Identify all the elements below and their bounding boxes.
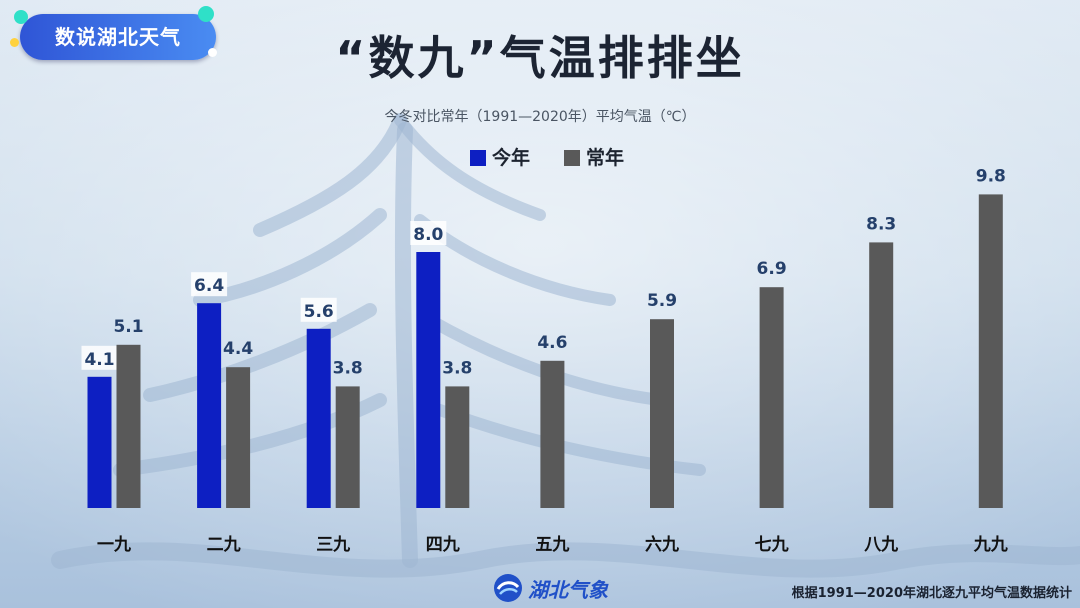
bar-normal-7 [759, 287, 784, 508]
data-label-this-year-2: 6.4 [194, 276, 224, 296]
x-tick-label-8: 八九 [864, 535, 898, 555]
bar-normal-4 [445, 386, 470, 508]
bar-normal-2 [226, 367, 251, 508]
decor-dot-icon [10, 38, 19, 47]
data-label-normal-5: 4.6 [537, 333, 567, 353]
data-label-normal-8: 8.3 [866, 214, 896, 234]
data-label-this-year-1: 4.1 [84, 350, 114, 370]
brand-badge: 数说湖北天气 [10, 6, 217, 60]
data-label-normal-3: 3.8 [333, 358, 363, 378]
data-label-box-this-year-1 [81, 345, 118, 370]
legend-swatch-normal [564, 150, 580, 166]
brand-badge-text: 数说湖北天气 [55, 25, 181, 49]
bar-normal-8 [869, 242, 894, 508]
bar-normal-1 [116, 344, 141, 508]
decor-dot-icon [198, 6, 214, 22]
bar-this-year-4 [416, 252, 441, 508]
data-label-box-this-year-4 [410, 221, 447, 245]
data-label-normal-1: 5.1 [113, 317, 143, 337]
data-label-normal-9: 9.8 [976, 166, 1006, 186]
bar-normal-9 [978, 194, 1003, 508]
legend-swatch-this-year [470, 150, 486, 166]
bar-this-year-2 [197, 303, 222, 508]
chart-subtitle: 今冬对比常年（1991—2020年）平均气温（℃） [384, 109, 696, 125]
decor-dot-icon [14, 10, 28, 24]
decor-dot-icon [208, 48, 217, 57]
x-tick-label-2: 二九 [207, 535, 241, 555]
x-tick-label-9: 九九 [973, 535, 1008, 555]
data-label-normal-6: 5.9 [647, 291, 677, 311]
chart-legend: 今年 常年 [470, 146, 690, 170]
legend-label-this-year: 今年 [492, 147, 531, 169]
data-label-box-this-year-2 [191, 272, 228, 297]
data-label-this-year-3: 5.6 [304, 302, 334, 322]
x-tick-label-4: 四九 [426, 535, 460, 555]
data-label-normal-4: 3.8 [442, 358, 472, 378]
bar-this-year-1 [87, 376, 112, 508]
footer-logo-text: 湖北气象 [528, 578, 608, 602]
data-label-this-year-4: 8.0 [413, 225, 443, 245]
x-tick-label-1: 一九 [97, 535, 131, 555]
bar-normal-5 [540, 360, 565, 508]
x-tick-label-5: 五九 [535, 535, 569, 555]
footer-logo: 湖北气象 [492, 572, 622, 604]
data-source-note: 根据1991—2020年湖北逐九平均气温数据统计 [791, 586, 1072, 601]
bar-this-year-3 [306, 328, 331, 508]
chart-title: “数九”气温排排坐 [335, 31, 745, 85]
data-label-box-this-year-3 [300, 297, 337, 322]
x-tick-label-7: 七九 [755, 535, 789, 555]
legend-label-normal: 常年 [586, 147, 625, 169]
bar-normal-3 [335, 386, 360, 508]
data-label-normal-2: 4.4 [223, 339, 253, 359]
x-tick-label-6: 六九 [645, 534, 679, 555]
x-tick-label-3: 三九 [316, 535, 350, 555]
data-label-normal-7: 6.9 [757, 259, 787, 279]
bar-normal-6 [650, 319, 674, 508]
hubei-meteorology-logo-icon [494, 574, 522, 602]
